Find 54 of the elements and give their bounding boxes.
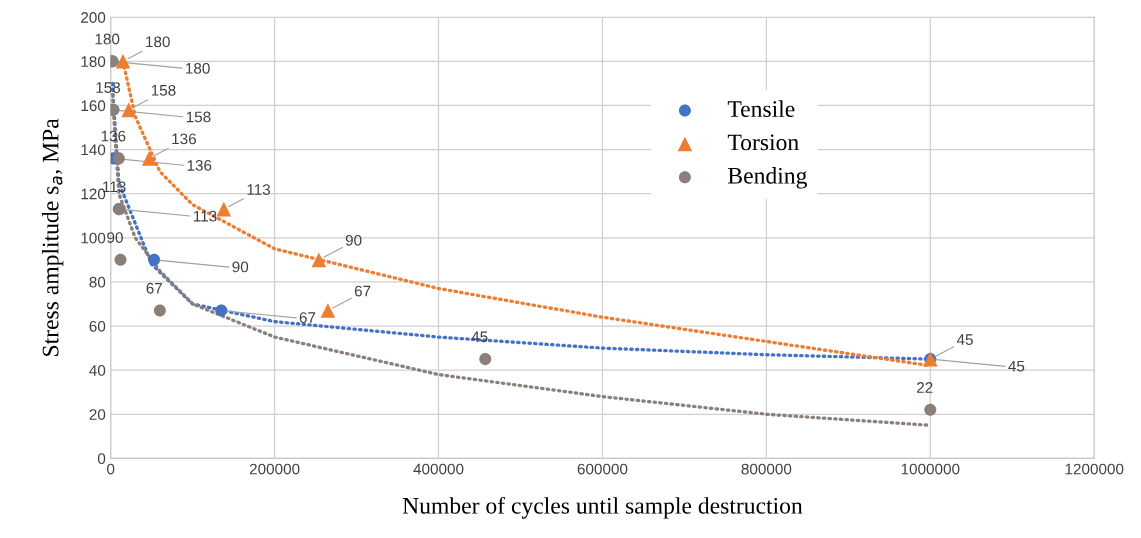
data-label: 158 [151,84,176,96]
point [320,303,336,318]
legend-label: Bending [728,167,807,189]
point [148,253,161,266]
data-label: 67 [146,282,163,294]
data-label: 45 [1008,360,1025,372]
data-label: 67 [354,285,371,297]
x-tick-label: 1200000 [1065,463,1124,475]
x-tick-label: 1000000 [901,463,960,475]
data-label: 113 [193,210,217,222]
data-label: 158 [186,111,211,123]
y-tick-label: 0 [97,453,106,465]
y-axis-title: Stress amplitude s$_{a}$, MPa [41,118,64,356]
data-label: 90 [107,232,123,243]
data-label: 45 [956,334,973,345]
point [215,304,228,317]
x-tick-label: 0 [107,463,115,475]
point [924,403,937,416]
point [114,253,127,266]
point [311,252,327,268]
x-tick-label: 600000 [577,463,628,475]
x-tick-label: 800000 [741,463,792,475]
y-tick-label: 60 [89,320,106,332]
point [141,151,157,166]
data-label: 90 [345,234,362,246]
point [112,152,125,165]
data-label: 113 [247,184,271,195]
y-tick-label: 80 [89,276,106,288]
y-tick-label: 160 [81,100,106,112]
y-tick-label: 140 [81,144,106,156]
y-tick-label: 20 [89,409,106,420]
data-label: 90 [232,261,249,273]
data-label: 180 [146,36,170,48]
y-tick-label: 180 [81,56,106,68]
data-label: 136 [187,160,212,171]
data-label: 136 [101,130,126,142]
data-label: 180 [186,62,210,74]
data-label: 67 [299,312,316,324]
x-tick-label: 400000 [413,463,464,475]
point [115,54,131,69]
point [479,353,492,366]
data-label: 158 [96,82,121,93]
x-axis-title: Number of cycles until sample destruction [402,496,803,519]
legend-label: Torsion [727,134,799,151]
x-tick-label: 200000 [249,463,300,475]
point [153,304,166,317]
y-tick-label: 200 [81,12,106,23]
data-label: 136 [172,133,196,145]
y-tick-label: 100 [81,232,106,244]
y-tick-label: 40 [89,365,106,376]
legend-label: Tensile [727,100,795,117]
point [121,102,136,118]
point [216,201,232,217]
data-label: 22 [917,382,933,393]
